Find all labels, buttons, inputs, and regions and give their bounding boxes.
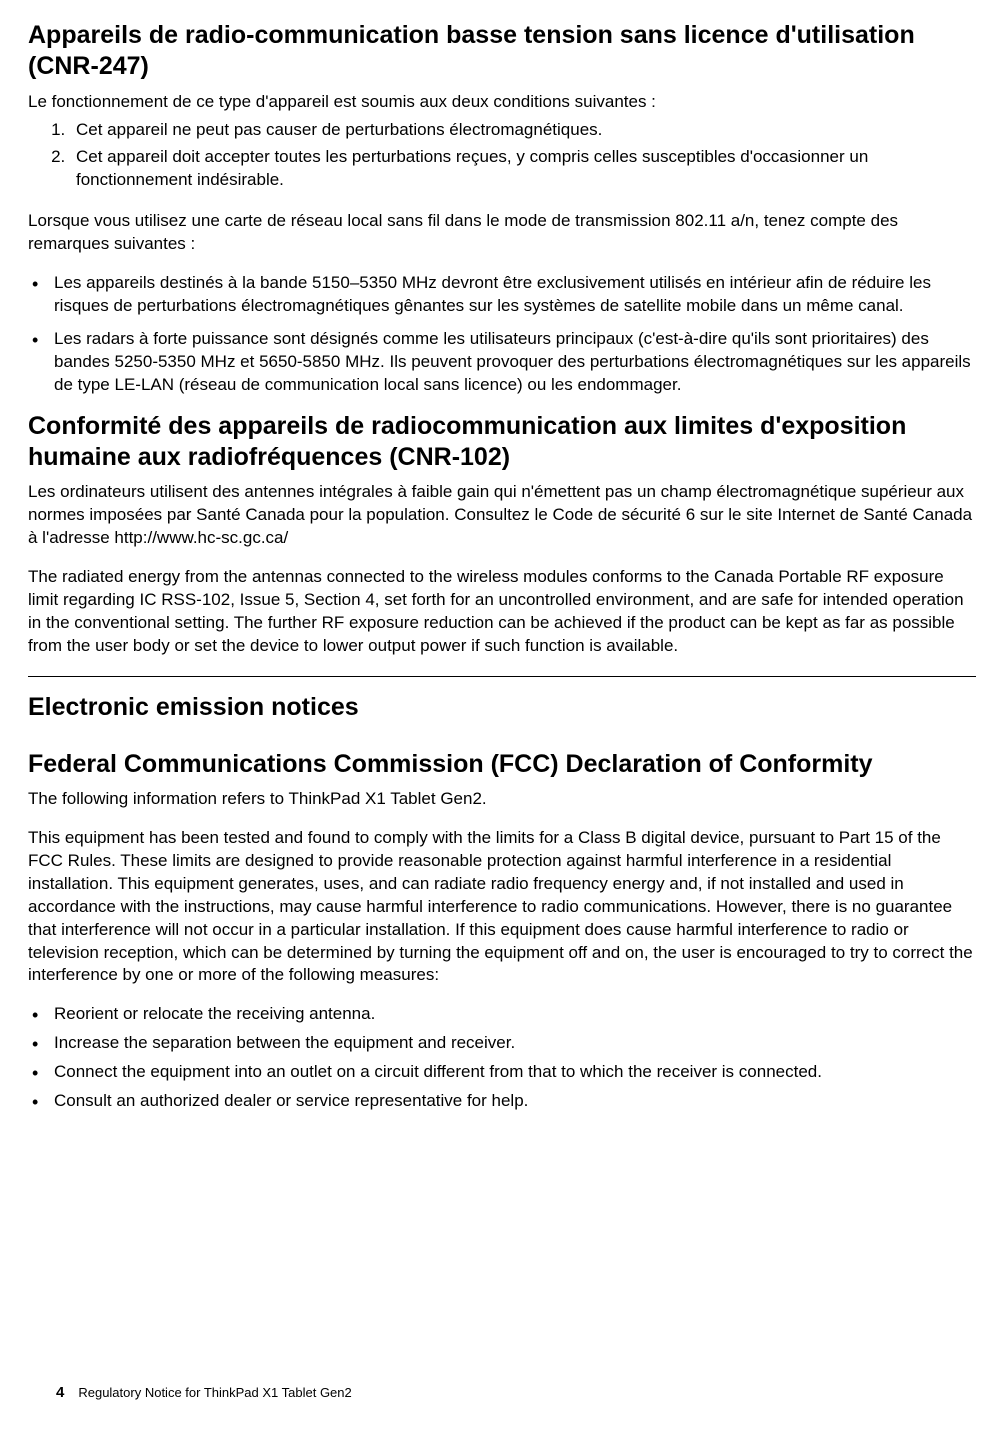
list-item: Connect the equipment into an outlet on … — [28, 1061, 976, 1084]
cnr102-para1: Les ordinateurs utilisent des antennes i… — [28, 481, 976, 550]
page-number: 4 — [56, 1384, 64, 1401]
list-item: Cet appareil doit accepter toutes les pe… — [70, 146, 976, 192]
fcc-bullets: Reorient or relocate the receiving anten… — [28, 1003, 976, 1113]
footer-title: Regulatory Notice for ThinkPad X1 Tablet… — [78, 1385, 351, 1400]
fcc-para2: This equipment has been tested and found… — [28, 827, 976, 988]
list-item: Cet appareil ne peut pas causer de pertu… — [70, 119, 976, 142]
list-item: Les appareils destinés à la bande 5150–5… — [28, 272, 976, 318]
cnr247-para2: Lorsque vous utilisez une carte de résea… — [28, 210, 976, 256]
cnr102-para2: The radiated energy from the antennas co… — [28, 566, 976, 658]
heading-fcc: Federal Communications Commission (FCC) … — [28, 749, 976, 780]
cnr247-bullets: Les appareils destinés à la bande 5150–5… — [28, 272, 976, 397]
list-item: Les radars à forte puissance sont désign… — [28, 328, 976, 397]
fcc-para1: The following information refers to Thin… — [28, 788, 976, 811]
page-footer: 4 Regulatory Notice for ThinkPad X1 Table… — [56, 1383, 352, 1403]
heading-cnr102: Conformité des appareils de radiocommuni… — [28, 411, 976, 474]
cnr247-ordered-list: Cet appareil ne peut pas causer de pertu… — [70, 119, 976, 192]
cnr247-intro: Le fonctionnement de ce type d'appareil … — [28, 91, 976, 114]
heading-cnr247: Appareils de radio-communication basse t… — [28, 20, 976, 83]
list-item: Consult an authorized dealer or service … — [28, 1090, 976, 1113]
list-item: Reorient or relocate the receiving anten… — [28, 1003, 976, 1026]
list-item: Increase the separation between the equi… — [28, 1032, 976, 1055]
heading-emission-notices: Electronic emission notices — [28, 676, 976, 725]
